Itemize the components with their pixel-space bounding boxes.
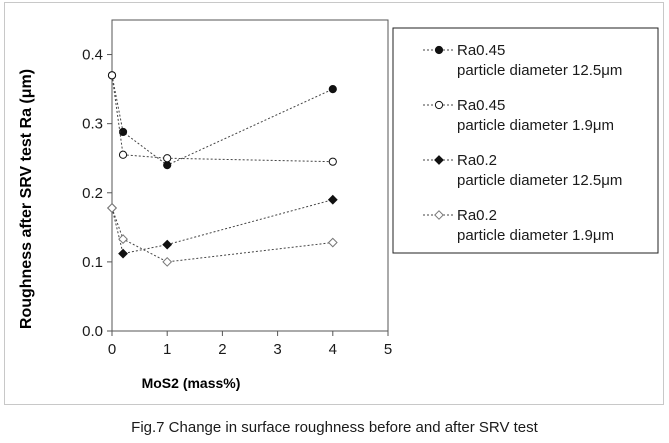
series-4 xyxy=(107,203,338,267)
data-point xyxy=(163,154,172,163)
data-point xyxy=(118,150,128,159)
x-tick-label: 2 xyxy=(218,341,226,358)
series-line xyxy=(111,75,334,166)
x-tick-label: 0 xyxy=(108,341,116,358)
roughness-chart: 0.0 0.1 0.2 0.3 0.4 0 1 2 3 4 5 Roughness after S… xyxy=(18,19,659,391)
legend-label-line2: particle diameter 1.9μm xyxy=(457,117,614,134)
data-point xyxy=(118,234,128,244)
legend-item-3: Ra0.2 particle diameter 12.5μm xyxy=(423,152,622,189)
data-point xyxy=(162,239,173,250)
x-tick-label: 3 xyxy=(273,341,281,358)
y-axis-label: Roughness after SRV test Ra (μm) xyxy=(18,69,35,329)
legend-marker xyxy=(434,100,444,110)
data-point xyxy=(327,194,338,205)
legend: Ra0.45 particle diameter 12.5μm Ra0.45 part… xyxy=(423,42,622,244)
legend-label-line1: Ra0.45 xyxy=(457,97,505,114)
y-axis: 0.0 0.1 0.2 0.3 0.4 xyxy=(82,47,112,340)
data-point xyxy=(328,157,337,166)
x-tick-label: 5 xyxy=(384,341,392,358)
legend-item-4: Ra0.2 particle diameter 1.9μm xyxy=(423,207,614,244)
series-line xyxy=(111,199,333,255)
series-line xyxy=(111,75,333,163)
y-tick-label: 0.3 xyxy=(82,116,103,133)
legend-marker xyxy=(434,210,444,220)
legend-marker xyxy=(434,45,444,55)
data-point xyxy=(162,256,173,267)
legend-marker xyxy=(434,155,444,165)
legend-label-line1: Ra0.2 xyxy=(457,152,497,169)
data-point xyxy=(163,161,172,170)
data-point xyxy=(107,203,117,213)
data-point xyxy=(118,248,128,259)
x-axis: 0 1 2 3 4 5 xyxy=(108,331,392,358)
y-tick-label: 0.4 xyxy=(82,47,103,64)
y-tick-label: 0.2 xyxy=(82,185,103,202)
legend-label-line2: particle diameter 1.9μm xyxy=(457,227,614,244)
figure-caption: Fig.7 Change in surface roughness before… xyxy=(131,419,538,436)
data-point xyxy=(118,127,128,137)
x-axis-label: MoS2 (mass%) xyxy=(142,375,241,391)
data-point xyxy=(107,71,117,80)
legend-item-1: Ra0.45 particle diameter 12.5μm xyxy=(423,42,622,79)
series-2 xyxy=(107,71,337,166)
x-tick-label: 4 xyxy=(329,341,337,358)
legend-item-2: Ra0.45 particle diameter 1.9μm xyxy=(423,97,614,134)
legend-label-line1: Ra0.2 xyxy=(457,207,497,224)
chart-frame: 0.0 0.1 0.2 0.3 0.4 0 1 2 3 4 5 Roughness after S… xyxy=(4,2,664,405)
data-point xyxy=(327,237,338,248)
series-layer xyxy=(107,71,338,267)
data-point xyxy=(328,85,337,94)
x-tick-label: 1 xyxy=(163,341,171,358)
y-tick-label: 0.0 xyxy=(82,323,103,340)
legend-label-line1: Ra0.45 xyxy=(457,42,505,59)
y-tick-label: 0.1 xyxy=(82,254,103,271)
plot-area xyxy=(111,19,389,332)
series-line xyxy=(111,207,333,263)
legend-label-line2: particle diameter 12.5μm xyxy=(457,172,622,189)
legend-label-line2: particle diameter 12.5μm xyxy=(457,62,622,79)
